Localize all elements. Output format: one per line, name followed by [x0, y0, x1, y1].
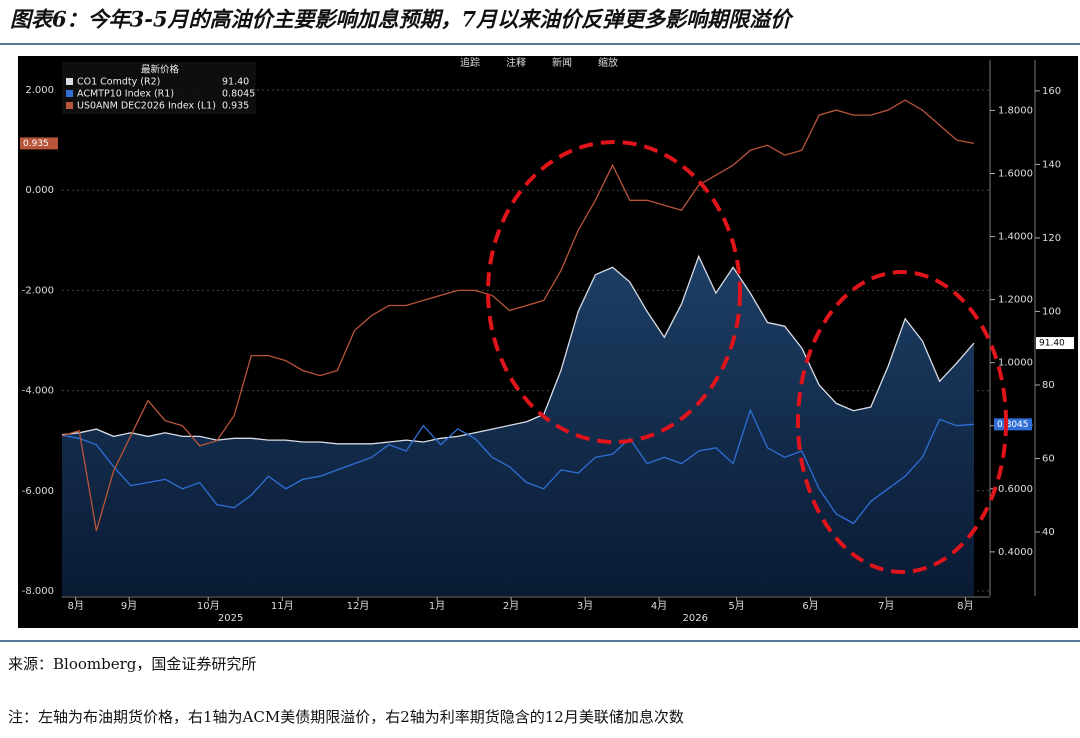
x-tick-label: 7月 [878, 600, 894, 612]
year-label: 2025 [218, 613, 243, 624]
toolbar-item: 缩放 [598, 56, 618, 69]
y-tick-label: 2.000 [25, 85, 54, 96]
y3-tick-label: 100 [1042, 306, 1061, 317]
y3-tick-label: 40 [1042, 527, 1055, 538]
toolbar-item: 新闻 [552, 56, 572, 69]
x-tick-label: 12月 [347, 600, 370, 612]
x-tick-label: 2月 [503, 600, 519, 612]
line [61, 408, 975, 525]
y-tick-label: -8.000 [22, 586, 54, 597]
y2-tick-label: 1.6000 [998, 169, 1033, 180]
highlight-ellipse [796, 270, 1008, 574]
x-tick-label: 1月 [429, 600, 445, 612]
y3-tick-label: 120 [1042, 233, 1061, 244]
x-tick-label: 9月 [121, 600, 137, 612]
y-tick-label: -4.000 [22, 386, 54, 397]
x-tick-label: 6月 [802, 600, 818, 612]
last-flag-label: 91.40 [1039, 339, 1065, 349]
legend-title: 最新价格 [141, 64, 180, 76]
x-tick-label: 8月 [68, 600, 84, 612]
y-tick-label: 0.000 [25, 185, 54, 196]
legend-label: US0ANM DEC2026 Index (L1) [77, 101, 216, 112]
legend-label: CO1 Comdty (R2) [77, 77, 160, 88]
y3-tick-label: 160 [1042, 86, 1061, 97]
x-tick-label: 3月 [577, 600, 593, 612]
toolbar-item: 追踪 [460, 56, 480, 69]
line [61, 254, 975, 445]
line [61, 99, 975, 532]
y-tick-label: -2.000 [22, 285, 54, 296]
y2-tick-label: 1.8000 [998, 105, 1033, 116]
y3-tick-label: 80 [1042, 380, 1055, 391]
last-flag-label: 0.8045 [997, 420, 1029, 430]
legend-value: 0.935 [222, 101, 249, 112]
toolbar-item: 注释 [506, 56, 526, 69]
x-tick-label: 11月 [271, 600, 294, 612]
y2-tick-label: 1.2000 [998, 295, 1033, 306]
y3-tick-label: 140 [1042, 159, 1061, 170]
x-tick-label: 8月 [957, 600, 973, 612]
area [62, 256, 974, 596]
y2-tick-label: 1.0000 [998, 358, 1033, 369]
legend-label: ACMTP10 Index (R1) [77, 89, 174, 100]
legend-swatch [66, 102, 73, 109]
y3-tick-label: 60 [1042, 454, 1055, 465]
source: 来源：Bloomberg，国金证券研究所 [8, 655, 256, 673]
x-tick-label: 5月 [728, 600, 744, 612]
y2-tick-label: 0.6000 [998, 484, 1033, 495]
last-flag [994, 418, 1032, 431]
y-tick-label: -6.000 [22, 486, 54, 497]
last-flag [20, 137, 58, 150]
legend-swatch [66, 78, 73, 85]
y2-tick-label: 0.4000 [998, 547, 1033, 558]
x-tick-label: 10月 [197, 600, 220, 612]
note: 注：左轴为布油期货价格，右1轴为ACM美债期限溢价，右2轴为利率期货隐含的12月… [8, 708, 684, 726]
highlight-ellipse [486, 140, 742, 444]
year-label: 2026 [683, 613, 708, 624]
legend-box [62, 62, 256, 114]
x-tick-label: 4月 [651, 600, 667, 612]
legend-value: 0.8045 [222, 89, 255, 100]
y2-tick-label: 1.4000 [998, 232, 1033, 243]
title: 图表6：今年3-5月的高油价主要影响加息预期，7月以来油价反弹更多影响期限溢价 [10, 7, 794, 32]
legend-value: 91.40 [222, 77, 249, 88]
last-flag-label: 0.935 [23, 139, 49, 149]
last-flag [1036, 337, 1074, 350]
legend-swatch [66, 90, 73, 97]
